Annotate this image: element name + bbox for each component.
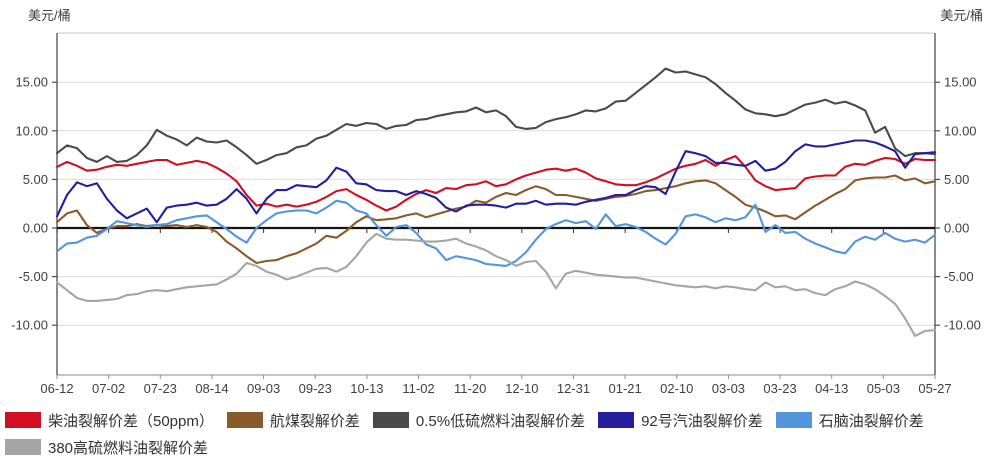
y-axis-label-left: -10.00 xyxy=(11,318,48,333)
legend-swatch-hsfo-380-crack xyxy=(5,439,41,455)
legend-swatch-lsfo-0-5-crack xyxy=(372,412,409,428)
x-axis-label: 01-21 xyxy=(608,381,641,396)
x-axis-label: 02-10 xyxy=(660,381,693,396)
x-axis-label: 06-12 xyxy=(40,381,73,396)
x-axis-label: 07-23 xyxy=(144,381,177,396)
legend-label-gasoline-92-crack: 92号汽油裂解价差 xyxy=(641,412,763,430)
legend-swatch-jet-fuel-crack xyxy=(226,412,263,428)
left-axis-title: 美元/桶 xyxy=(28,8,71,23)
series-line-naphtha-crack xyxy=(55,199,937,267)
chart-legend: 柴油裂解价差（50ppm） 航煤裂解价差 0.5%低硫燃料油裂解价差 92号汽油裂解价… xyxy=(5,409,997,458)
right-axis-title: 美元/桶 xyxy=(940,8,983,23)
y-axis-label-left: 5.00 xyxy=(23,172,48,187)
y-axis-label-left: 10.00 xyxy=(15,123,48,138)
legend-label-diesel-crack-50ppm: 柴油裂解价差（50ppm） xyxy=(48,412,214,430)
x-axis-label: 04-13 xyxy=(815,381,848,396)
series-line-hsfo-380-crack xyxy=(55,232,937,337)
crack-spread-line-chart: 15.00 15.00 10.00 10.00 5.00 5.00 0.00 0.00 -5.0… xyxy=(11,32,981,396)
y-axis-label-right: 5.00 xyxy=(944,172,969,187)
legend-label-hsfo-380-crack: 380高硫燃料油裂解价差 xyxy=(48,439,209,457)
series-line-diesel-crack-50ppm xyxy=(55,155,937,212)
x-axis-label: 07-02 xyxy=(92,381,125,396)
legend-item-naphtha-crack: 石脑油裂解价差 xyxy=(775,409,924,431)
y-axis-label-right: -5.00 xyxy=(944,269,974,284)
y-axis-label-right: -10.00 xyxy=(944,318,981,333)
x-axis-label: 09-03 xyxy=(247,381,280,396)
x-axis-label: 11-20 xyxy=(454,381,486,396)
x-axis-label: 11-02 xyxy=(402,381,434,396)
x-axis-label: 09-23 xyxy=(299,381,332,396)
series-line-lsfo-0-5-crack xyxy=(55,67,937,165)
legend-item-diesel-crack-50ppm: 柴油裂解价差（50ppm） xyxy=(5,409,214,431)
legend-item-lsfo-0-5-crack: 0.5%低硫燃料油裂解价差 xyxy=(372,409,586,431)
legend-label-lsfo-0-5-crack: 0.5%低硫燃料油裂解价差 xyxy=(415,412,586,430)
legend-swatch-gasoline-92-crack xyxy=(598,412,635,428)
y-axis-label-right: 15.00 xyxy=(944,75,977,90)
y-axis-label-right: 0.00 xyxy=(944,221,969,236)
legend-swatch-naphtha-crack xyxy=(775,412,812,428)
x-axis-label: 05-03 xyxy=(867,381,900,396)
x-axis-label: 12-31 xyxy=(557,381,590,396)
y-axis-label-right: 10.00 xyxy=(944,123,977,138)
x-axis-label: 03-03 xyxy=(712,381,745,396)
y-axis-label-left: -5.00 xyxy=(18,269,48,284)
legend-swatch-diesel-crack-50ppm xyxy=(5,412,41,428)
x-axis-label: 03-23 xyxy=(763,381,796,396)
series-line-gasoline-92-crack xyxy=(55,139,937,224)
series-line-jet-fuel-crack xyxy=(55,174,937,265)
y-axis-label-left: 0.00 xyxy=(23,221,48,236)
legend-item-hsfo-380-crack: 380高硫燃料油裂解价差 xyxy=(5,436,208,458)
x-axis-label: 05-27 xyxy=(918,381,951,396)
legend-item-gasoline-92-crack: 92号汽油裂解价差 xyxy=(598,409,763,431)
legend-item-jet-fuel-crack: 航煤裂解价差 xyxy=(226,409,360,431)
legend-label-naphtha-crack: 石脑油裂解价差 xyxy=(818,412,924,430)
y-axis-label-left: 15.00 xyxy=(15,75,48,90)
x-axis-label: 08-14 xyxy=(195,381,228,396)
x-axis-label: 10-13 xyxy=(350,381,383,396)
x-axis-label: 12-10 xyxy=(505,381,538,396)
legend-label-jet-fuel-crack: 航煤裂解价差 xyxy=(269,412,360,430)
